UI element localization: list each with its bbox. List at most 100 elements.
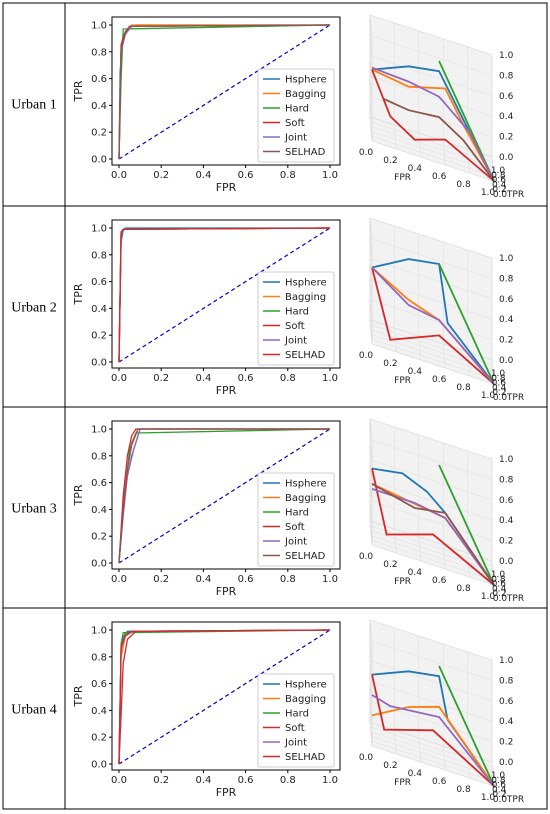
table-row: Urban 40.0 0.2 0.4 0.6 0.8 1.00.00.20.40.60.8… bbox=[11, 619, 524, 805]
legend-entry: Soft bbox=[285, 321, 305, 332]
x-axis-label: FPR bbox=[216, 585, 237, 598]
legend-entry: Hard bbox=[285, 709, 309, 720]
z-tick-label: 0.2 bbox=[499, 738, 513, 748]
surface-curve bbox=[371, 267, 495, 385]
roc-3d-plot: 0.00.20.40.60.81.0FPR0.00.20.40.60.81.0T… bbox=[359, 217, 524, 403]
fpr-tick-label: 1.0 bbox=[481, 592, 496, 602]
fpr-tick-label: 1.0 bbox=[481, 793, 496, 803]
z-tick-label: 1.0 bbox=[499, 51, 514, 61]
x-tick-label: 0.4 bbox=[195, 574, 211, 585]
fpr-tick-label: 0.6 bbox=[432, 576, 447, 586]
z-tick-label: 0.0 bbox=[499, 758, 514, 768]
fpr-axis-label: FPR bbox=[394, 376, 411, 386]
surface-curve bbox=[438, 263, 495, 385]
grid-line bbox=[369, 479, 493, 521]
roc-3d-plot: 0.00.20.40.60.81.0FPR0.00.20.40.60.81.0T… bbox=[359, 14, 524, 200]
legend-entry: Hard bbox=[285, 104, 309, 115]
roc-3d-plot: 0.00.20.40.60.81.0FPR0.00.20.40.60.81.0T… bbox=[359, 619, 524, 805]
legend-entry: Hsphere bbox=[285, 680, 327, 691]
x-tick-label: 1.0 bbox=[322, 775, 338, 786]
tpr-tick-label: 1.0 bbox=[491, 570, 506, 580]
y-tick-label: 0.8 bbox=[91, 451, 107, 462]
surface-curve bbox=[371, 266, 495, 385]
z-tick-label: 0.8 bbox=[499, 274, 514, 284]
grid-line bbox=[369, 278, 493, 320]
legend-entry: Bagging bbox=[285, 493, 326, 504]
x-tick-label: 1.0 bbox=[322, 170, 338, 181]
roc-plot: 0.0 0.2 0.4 0.6 0.8 1.0 0.0 0.2 0.4 0.6 0.8 1.0 FPR T… bbox=[72, 621, 341, 799]
legend-box bbox=[257, 271, 335, 366]
tpr-tick-label: 0.6 bbox=[492, 379, 507, 389]
z-tick-label: 0.4 bbox=[499, 315, 514, 325]
fpr-tick-label: 0.2 bbox=[383, 560, 397, 570]
fpr-tick-label: 0.8 bbox=[456, 180, 471, 190]
fpr-tick-label: 0.6 bbox=[432, 172, 447, 182]
tpr-tick-label: 0.2 bbox=[492, 589, 506, 599]
fpr-tick-label: 0.4 bbox=[408, 568, 423, 578]
grid-line bbox=[369, 459, 493, 501]
grid-line bbox=[369, 701, 493, 742]
grid-line bbox=[370, 525, 493, 567]
fpr-axis-label: FPR bbox=[394, 173, 411, 183]
legend-entry: Soft bbox=[285, 118, 305, 129]
y-tick-label: 0.0 bbox=[91, 760, 107, 771]
y-tick-label: 1.0 bbox=[91, 425, 107, 436]
z-tick-label: 0.0 bbox=[499, 557, 514, 567]
surface-curve bbox=[383, 98, 495, 182]
legend-entry: Joint bbox=[284, 738, 307, 749]
tpr-tick-label: 1.0 bbox=[491, 771, 506, 781]
surface-curve bbox=[371, 66, 495, 182]
surface-curve bbox=[371, 705, 495, 787]
x-tick-label: 0.6 bbox=[238, 373, 254, 384]
grid-line bbox=[371, 135, 494, 177]
grid-line bbox=[371, 535, 494, 576]
legend-entry: Bagging bbox=[285, 292, 326, 303]
grid-line bbox=[369, 75, 493, 117]
tpr-tick-label: 1.0 bbox=[491, 369, 506, 379]
grid-line bbox=[371, 544, 495, 586]
legend-entry: Soft bbox=[285, 723, 305, 734]
grid-line bbox=[371, 131, 494, 172]
surface-curve bbox=[371, 674, 495, 787]
grid-line bbox=[369, 96, 493, 137]
fpr-axis-label: FPR bbox=[394, 577, 411, 587]
y-tick-label: 1.0 bbox=[91, 224, 107, 235]
roc-plot: 0.0 0.2 0.4 0.6 0.8 1.0 0.0 0.2 0.4 0.6 0.8 1.0 FPR T… bbox=[72, 219, 341, 397]
grid-line bbox=[369, 619, 493, 661]
tpr-axis-label: TPR bbox=[506, 393, 524, 403]
grid-line bbox=[371, 740, 494, 782]
grid-line bbox=[370, 121, 493, 163]
grid-line bbox=[369, 55, 493, 97]
z-tick-label: 0.2 bbox=[499, 336, 513, 346]
grid-line bbox=[371, 140, 495, 182]
z-tick-label: 0.6 bbox=[499, 92, 514, 102]
fpr-tick-label: 0.4 bbox=[408, 164, 423, 174]
y-tick-label: 0.4 bbox=[91, 505, 107, 516]
grid-line bbox=[369, 238, 493, 279]
grid-line bbox=[371, 343, 495, 385]
legend-entry: Hard bbox=[285, 307, 309, 318]
fpr-tick-label: 0.4 bbox=[408, 769, 423, 779]
legend-entry: Joint bbox=[284, 537, 307, 548]
x-tick-label: 0.4 bbox=[195, 775, 211, 786]
legend-entry: SELHAD bbox=[285, 752, 326, 763]
fpr-tick-label: 0.6 bbox=[432, 375, 447, 385]
tpr-tick-label: 0.4 bbox=[492, 785, 507, 795]
y-tick-label: 0.8 bbox=[91, 250, 107, 261]
grid-line bbox=[370, 126, 493, 167]
fpr-axis-label: FPR bbox=[394, 778, 411, 788]
fpr-tick-label: 0.2 bbox=[383, 359, 397, 369]
grid-line bbox=[369, 258, 493, 300]
x-tick-label: 0.2 bbox=[153, 373, 169, 384]
tpr-tick-label: 0.0 bbox=[493, 393, 508, 403]
fpr-tick-label: 0.2 bbox=[383, 156, 397, 166]
x-tick-label: 0.0 bbox=[111, 775, 127, 786]
legend-box bbox=[257, 472, 335, 567]
y-tick-label: 0.0 bbox=[91, 559, 107, 570]
grid-line bbox=[369, 439, 493, 480]
x-tick-label: 0.6 bbox=[238, 574, 254, 585]
y-axis-label: TPR bbox=[72, 685, 85, 707]
